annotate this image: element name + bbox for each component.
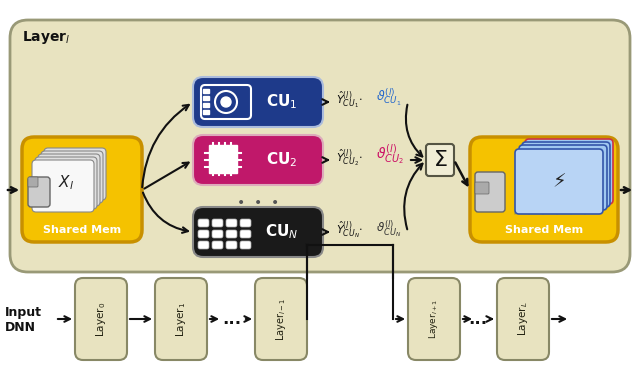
- FancyBboxPatch shape: [470, 137, 618, 242]
- FancyBboxPatch shape: [226, 241, 237, 249]
- Text: CU$_N$: CU$_N$: [265, 223, 298, 241]
- FancyBboxPatch shape: [193, 135, 323, 185]
- FancyBboxPatch shape: [226, 219, 237, 227]
- FancyBboxPatch shape: [32, 160, 94, 212]
- FancyBboxPatch shape: [240, 241, 251, 249]
- Text: Shared Mem: Shared Mem: [505, 225, 583, 235]
- Text: Layer$_1$: Layer$_1$: [174, 301, 188, 337]
- FancyBboxPatch shape: [198, 219, 209, 227]
- FancyBboxPatch shape: [28, 177, 50, 207]
- Bar: [203, 89, 209, 93]
- Text: $\Sigma$: $\Sigma$: [433, 150, 447, 170]
- Text: Layer$_L$: Layer$_L$: [516, 302, 530, 336]
- FancyBboxPatch shape: [193, 77, 323, 127]
- FancyBboxPatch shape: [212, 241, 223, 249]
- FancyBboxPatch shape: [475, 182, 489, 194]
- FancyBboxPatch shape: [519, 145, 607, 210]
- Text: Shared Mem: Shared Mem: [43, 225, 121, 235]
- FancyBboxPatch shape: [212, 230, 223, 238]
- FancyBboxPatch shape: [226, 230, 237, 238]
- FancyBboxPatch shape: [44, 148, 106, 200]
- Text: CU$_2$: CU$_2$: [266, 151, 297, 169]
- Text: Layer$_0$: Layer$_0$: [94, 301, 108, 337]
- FancyBboxPatch shape: [525, 139, 613, 204]
- FancyBboxPatch shape: [193, 207, 323, 257]
- FancyBboxPatch shape: [522, 142, 610, 207]
- FancyBboxPatch shape: [155, 278, 207, 360]
- FancyBboxPatch shape: [38, 154, 100, 206]
- FancyBboxPatch shape: [408, 278, 460, 360]
- Text: $\hat{Y}_{CU_N}^{(l)}\!\cdot$: $\hat{Y}_{CU_N}^{(l)}\!\cdot$: [336, 220, 364, 240]
- Text: ...: ...: [468, 310, 488, 328]
- Text: ...: ...: [223, 310, 241, 328]
- Bar: [203, 103, 209, 107]
- FancyBboxPatch shape: [28, 177, 38, 187]
- Text: $X_l$: $X_l$: [58, 174, 74, 192]
- FancyBboxPatch shape: [198, 230, 209, 238]
- FancyBboxPatch shape: [497, 278, 549, 360]
- Text: CU$_1$: CU$_1$: [266, 93, 297, 112]
- Text: $\vartheta_{CU_1}^{(l)}$: $\vartheta_{CU_1}^{(l)}$: [376, 87, 401, 108]
- Text: $\vartheta_{CU_N}^{(l)}$: $\vartheta_{CU_N}^{(l)}$: [376, 218, 401, 239]
- Text: $\hat{Y}_{CU_1}^{(l)}\!\cdot$: $\hat{Y}_{CU_1}^{(l)}\!\cdot$: [336, 90, 363, 110]
- FancyBboxPatch shape: [35, 157, 97, 209]
- Text: $\hat{Y}_{CU_2}^{(l)}\!\cdot$: $\hat{Y}_{CU_2}^{(l)}\!\cdot$: [336, 148, 363, 168]
- FancyBboxPatch shape: [198, 241, 209, 249]
- Text: •  •  •: • • •: [237, 196, 279, 210]
- FancyBboxPatch shape: [75, 278, 127, 360]
- FancyBboxPatch shape: [475, 172, 505, 212]
- Bar: [209, 145, 237, 173]
- Text: Layer$_{l-1}$: Layer$_{l-1}$: [274, 298, 288, 340]
- FancyBboxPatch shape: [426, 144, 454, 176]
- Bar: [203, 96, 209, 100]
- Text: Layer$_l$: Layer$_l$: [22, 30, 70, 46]
- Bar: [203, 110, 209, 114]
- Text: $\vartheta_{CU_2}^{(l)}$: $\vartheta_{CU_2}^{(l)}$: [376, 143, 404, 167]
- FancyBboxPatch shape: [41, 151, 103, 203]
- FancyBboxPatch shape: [22, 137, 142, 242]
- Text: Input
DNN: Input DNN: [5, 306, 42, 334]
- FancyBboxPatch shape: [240, 219, 251, 227]
- FancyBboxPatch shape: [240, 230, 251, 238]
- FancyBboxPatch shape: [212, 219, 223, 227]
- Text: Layer$_{l+1}$: Layer$_{l+1}$: [428, 299, 440, 339]
- Circle shape: [221, 97, 231, 107]
- Text: ⚡: ⚡: [552, 172, 566, 191]
- FancyBboxPatch shape: [255, 278, 307, 360]
- FancyBboxPatch shape: [10, 20, 630, 272]
- FancyBboxPatch shape: [515, 149, 603, 214]
